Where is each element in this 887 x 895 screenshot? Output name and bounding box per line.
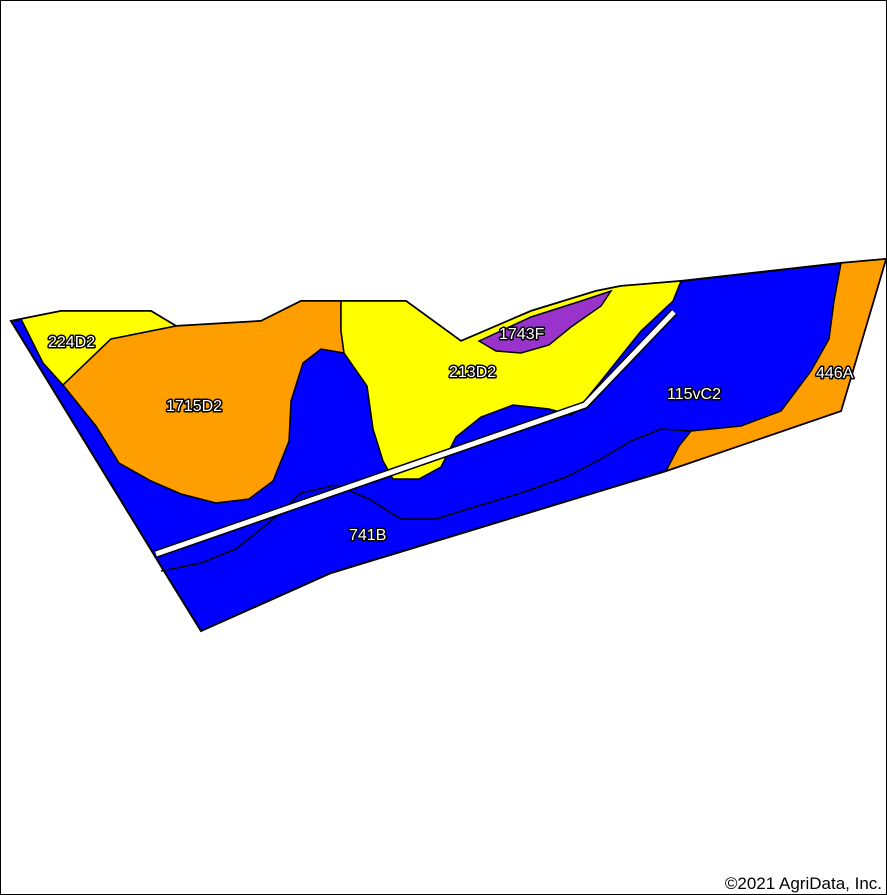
soil-label-741B: 741B — [349, 527, 386, 544]
soil-label-115vC2: 115vC2 — [667, 386, 721, 403]
road-surface — [155, 310, 676, 557]
soil-label-1715D2: 1715D2 — [166, 398, 222, 415]
soil-polygon-446A — [664, 258, 886, 473]
soil-boundary-741B — [160, 428, 692, 572]
soil-label-224D2: 224D2 — [48, 334, 95, 351]
soil-label-213D2: 213D2 — [449, 364, 496, 381]
soil-label-446A: 446A — [816, 365, 854, 382]
copyright-credit: ©2021 AgriData, Inc. — [724, 874, 882, 893]
soil-polygon-1743F — [477, 289, 613, 354]
soil-polygon-1715D2 — [61, 300, 345, 504]
soil-label-1743F: 1743F — [499, 326, 545, 343]
soil-polygon-213D2 — [340, 280, 683, 480]
